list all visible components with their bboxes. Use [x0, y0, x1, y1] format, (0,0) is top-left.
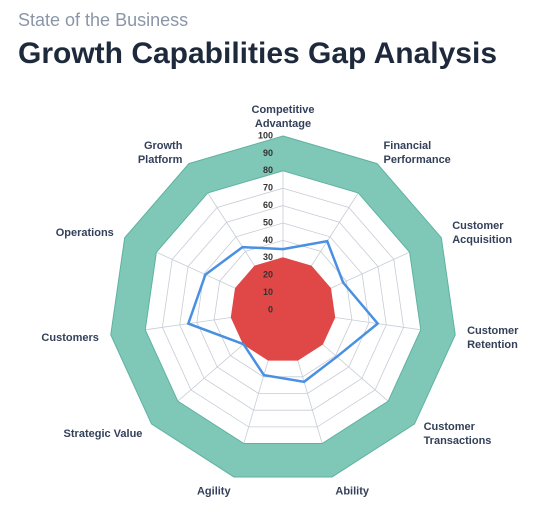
axis-label: Customers	[41, 332, 98, 344]
axis-label: Customer Transactions	[424, 421, 492, 447]
r-tick-label: 10	[263, 287, 273, 297]
r-tick-label: 30	[263, 252, 273, 262]
area	[230, 257, 336, 361]
chart-title: Growth Capabilities Gap Analysis	[18, 37, 497, 70]
grid-ring	[213, 239, 353, 378]
r-tick-label: 50	[263, 217, 273, 227]
chart-subtitle: State of the Business	[18, 10, 188, 30]
r-tick-label: 90	[263, 148, 273, 158]
r-tick-label: 40	[263, 235, 273, 245]
r-tick-label: 0	[268, 304, 273, 314]
r-tick-label: 70	[263, 183, 273, 193]
target-band	[110, 135, 456, 478]
axis-label: Competitive Advantage	[252, 104, 315, 130]
axis-label: Strategic Value	[64, 428, 143, 440]
grid-ring	[196, 222, 370, 394]
axis-label: Customer Acquisition	[452, 220, 512, 246]
r-tick-label: 20	[263, 270, 273, 280]
r-tick-label: 80	[263, 165, 273, 175]
axis-label: Operations	[56, 227, 114, 239]
r-tick-label: 60	[263, 200, 273, 210]
axis-label: Customer Retention	[467, 325, 519, 351]
grid-ring	[161, 187, 405, 428]
axis-label: Financial Performance	[384, 140, 451, 166]
axis-label: Agility	[197, 485, 231, 497]
axis-label: Ability	[335, 485, 369, 497]
line	[186, 239, 380, 384]
r-tick-label: 100	[258, 130, 273, 140]
grid-ring	[179, 205, 387, 411]
axis-label: Growth Platform	[138, 140, 183, 166]
